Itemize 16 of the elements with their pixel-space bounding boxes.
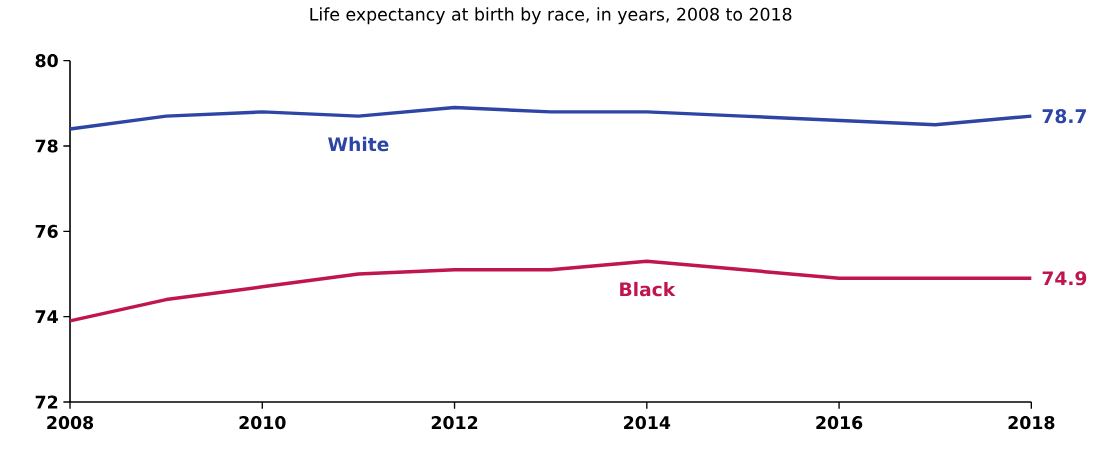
series-label: White [328,136,389,152]
series-label: Black [620,281,676,297]
data-label: 74.9 [1042,271,1087,286]
x-tick-label: 2018 [1008,416,1055,430]
y-tick-label: 78 [35,139,58,153]
y-tick-label: 76 [35,224,58,238]
chart-title: Life expectancy at birth by race, in years, 2008 to 2018 [310,7,792,25]
x-tick-label: 2012 [431,416,478,430]
y-tick-label: 72 [35,395,58,409]
y-tick-label: 80 [35,54,58,68]
x-tick-label: 2010 [239,416,286,430]
x-tick-label: 2014 [624,416,671,430]
y-tick-label: 74 [35,310,58,323]
x-tick-label: 2016 [816,416,863,430]
data-label: 78.7 [1042,109,1086,124]
x-tick-label: 2008 [47,416,94,430]
